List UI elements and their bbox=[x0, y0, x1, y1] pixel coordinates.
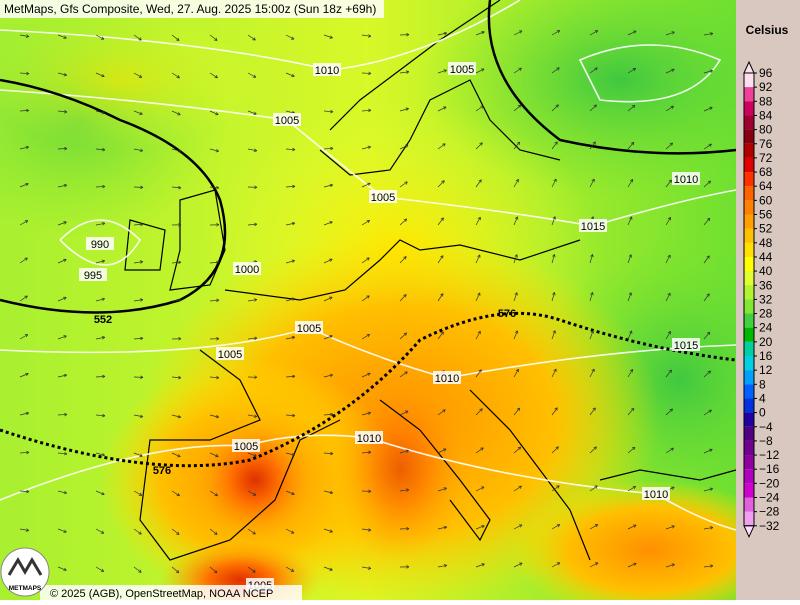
colorbar-swatch bbox=[744, 384, 754, 398]
colorbar-swatch bbox=[744, 370, 754, 384]
colorbar-label: 16 bbox=[759, 349, 773, 363]
colorbar-label: 68 bbox=[759, 165, 773, 179]
colorbar-swatch bbox=[744, 271, 754, 285]
colorbar-swatch bbox=[744, 215, 754, 229]
colorbar-label: 60 bbox=[759, 193, 773, 207]
colorbar-label: 24 bbox=[759, 321, 773, 335]
colorbar-label: −4 bbox=[759, 420, 773, 434]
colorbar-swatch bbox=[744, 229, 754, 243]
colorbar-label: 92 bbox=[759, 80, 773, 94]
colorbar-swatch bbox=[744, 455, 754, 469]
arrow-head bbox=[672, 32, 675, 33]
logo: METMAPS bbox=[1, 548, 49, 596]
colorbar-swatch bbox=[744, 512, 754, 526]
colorbar-swatch bbox=[744, 115, 754, 129]
colorbar-label: 12 bbox=[759, 363, 773, 377]
colorbar-swatch bbox=[744, 101, 754, 115]
isobar-label: 1010 bbox=[674, 174, 698, 186]
colorbar-swatch bbox=[744, 413, 754, 427]
colorbar-label: 48 bbox=[759, 236, 773, 250]
colorbar-label: 40 bbox=[759, 264, 773, 278]
colorbar-label: 8 bbox=[759, 377, 766, 391]
colorbar-swatch bbox=[744, 342, 754, 356]
isobar-label: 1000 bbox=[235, 264, 259, 276]
colorbar-swatch bbox=[744, 469, 754, 483]
colorbar-label: 96 bbox=[759, 66, 773, 80]
colorbar-swatch bbox=[744, 158, 754, 172]
colorbar-label: 64 bbox=[759, 179, 773, 193]
isobar-label: 576 bbox=[498, 308, 516, 320]
colorbar-label: −8 bbox=[759, 434, 773, 448]
isobar-label: 1010 bbox=[357, 433, 381, 445]
colorbar-label: 52 bbox=[759, 222, 773, 236]
colorbar-swatch bbox=[744, 73, 754, 87]
isobar-label: 1005 bbox=[275, 115, 299, 127]
colorbar-swatch bbox=[744, 130, 754, 144]
colorbar-swatch bbox=[744, 285, 754, 299]
colorbar-unit: Celsius bbox=[746, 23, 789, 37]
isobar-label: 576 bbox=[153, 465, 171, 477]
isobar-label: 1010 bbox=[315, 65, 339, 77]
colorbar-swatch bbox=[744, 398, 754, 412]
colorbar-swatch bbox=[744, 441, 754, 455]
colorbar-label: 56 bbox=[759, 208, 773, 222]
colorbar-label: 36 bbox=[759, 278, 773, 292]
colorbar-label: −16 bbox=[759, 462, 780, 476]
colorbar-swatch bbox=[744, 356, 754, 370]
colorbar-swatch bbox=[744, 299, 754, 313]
colorbar-swatch bbox=[744, 200, 754, 214]
colorbar-swatch bbox=[744, 314, 754, 328]
colorbar-label: −32 bbox=[759, 519, 780, 533]
colorbar-label: 76 bbox=[759, 137, 773, 151]
colorbar-swatch bbox=[744, 483, 754, 497]
colorbar-swatch bbox=[744, 87, 754, 101]
colorbar-label: 0 bbox=[759, 406, 766, 420]
colorbar-swatch bbox=[744, 243, 754, 257]
colorbar: Celsius 96928884807672686460565248444036… bbox=[736, 0, 800, 600]
colorbar-label: −12 bbox=[759, 448, 780, 462]
colorbar-label: 88 bbox=[759, 94, 773, 108]
logo-text: METMAPS bbox=[9, 585, 42, 592]
isobar-label: 1005 bbox=[234, 441, 258, 453]
colorbar-label: 44 bbox=[759, 250, 773, 264]
colorbar-swatch bbox=[744, 172, 754, 186]
isobar-label: 1005 bbox=[450, 64, 474, 76]
copyright: © 2025 (AGB), OpenStreetMap, NOAA NCEP bbox=[50, 588, 273, 600]
colorbar-swatch bbox=[744, 144, 754, 158]
colorbar-label: 4 bbox=[759, 391, 766, 405]
isobar-label: 1010 bbox=[644, 489, 668, 501]
isobar-label: 1005 bbox=[218, 349, 242, 361]
colorbar-label: 72 bbox=[759, 151, 773, 165]
colorbar-swatch bbox=[744, 427, 754, 441]
isobar-label: 990 bbox=[91, 239, 109, 251]
isobar-label: 1005 bbox=[371, 192, 395, 204]
isobar-label: 1005 bbox=[297, 323, 321, 335]
colorbar-label: 80 bbox=[759, 123, 773, 137]
isobar-label: 552 bbox=[94, 314, 112, 326]
colorbar-swatch bbox=[744, 257, 754, 271]
colorbar-label: 20 bbox=[759, 335, 773, 349]
colorbar-swatch bbox=[744, 498, 754, 512]
isobar-label: 995 bbox=[84, 270, 102, 282]
colorbar-label: −20 bbox=[759, 476, 780, 490]
colorbar-label: −28 bbox=[759, 505, 780, 519]
isobar-label: 1015 bbox=[674, 340, 698, 352]
colorbar-label: 84 bbox=[759, 108, 773, 122]
isobar-label: 1010 bbox=[435, 373, 459, 385]
colorbar-swatch bbox=[744, 328, 754, 342]
isobar-label: 1015 bbox=[581, 221, 605, 233]
colorbar-label: −24 bbox=[759, 491, 780, 505]
colorbar-swatch bbox=[744, 186, 754, 200]
colorbar-label: 28 bbox=[759, 307, 773, 321]
colorbar-label: 32 bbox=[759, 292, 773, 306]
map-title: MetMaps, Gfs Composite, Wed, 27. Aug. 20… bbox=[4, 2, 376, 16]
